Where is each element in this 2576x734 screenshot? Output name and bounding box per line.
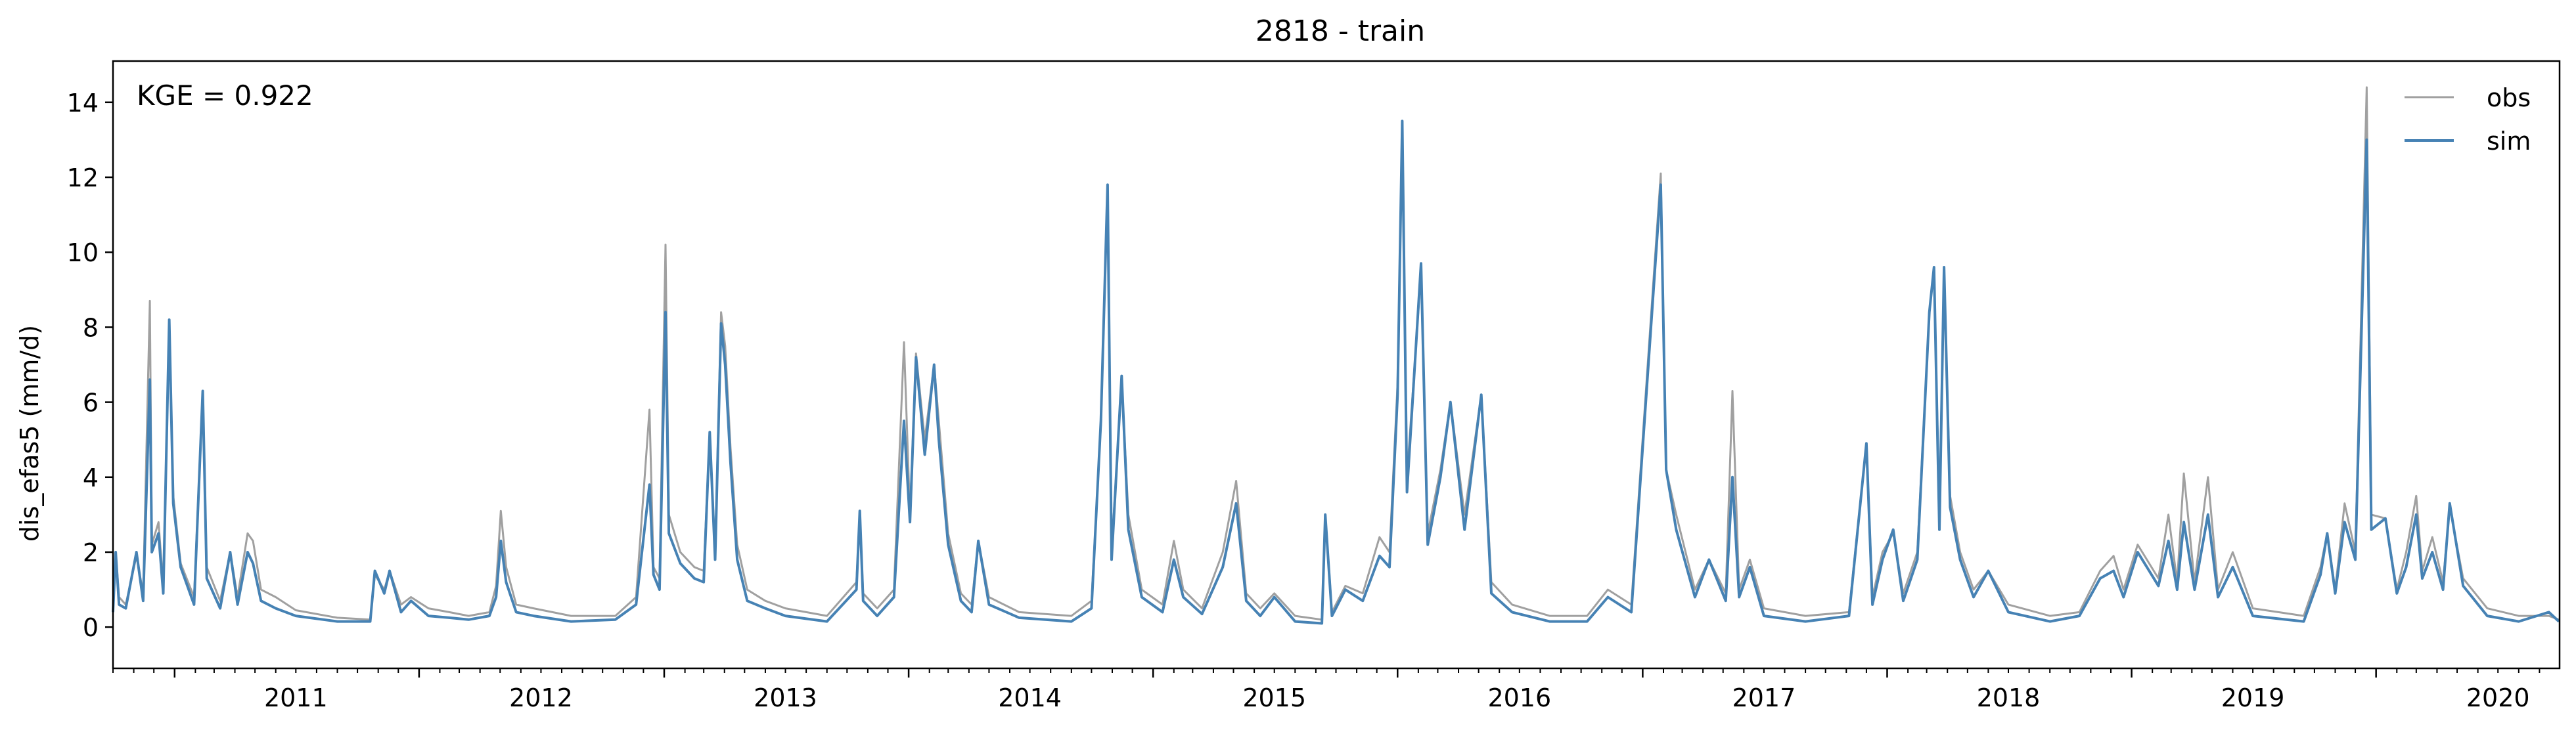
- series-line-obs: [112, 86, 2560, 621]
- y-axis-label: dis_efas5 (mm/d): [15, 325, 44, 542]
- x-tick-label: 2013: [754, 683, 817, 712]
- x-tick-label: 2011: [264, 683, 328, 712]
- x-tick-label: 2016: [1487, 683, 1551, 712]
- y-tick-label: 2: [83, 538, 99, 567]
- y-axis-ticks: 0 2 4 6 8 10 12 14: [67, 89, 113, 642]
- x-tick-label: 2015: [1242, 683, 1306, 712]
- x-tick-label: 2020: [2466, 683, 2530, 712]
- legend-label-sim: sim: [2487, 127, 2531, 156]
- x-tick-label: 2019: [2221, 683, 2285, 712]
- x-tick-label: 2014: [998, 683, 1062, 712]
- y-tick-label: 0: [83, 613, 99, 642]
- legend-label-obs: obs: [2487, 83, 2531, 112]
- legend: obs sim: [2405, 83, 2531, 156]
- y-tick-label: 8: [83, 313, 99, 342]
- x-tick-label: 2017: [1732, 683, 1796, 712]
- y-tick-label: 14: [67, 89, 99, 118]
- plot-frame: [112, 60, 2561, 670]
- x-axis-ticks: 2011 2012 2013 2014 2015 2016 2017 2018 2019 2020: [112, 668, 2541, 712]
- kge-annotation: KGE = 0.922: [137, 79, 313, 112]
- series-layer: [112, 86, 2560, 625]
- y-tick-label: 4: [83, 464, 99, 492]
- x-tick-label: 2012: [509, 683, 573, 712]
- x-tick-label: 2018: [1977, 683, 2041, 712]
- y-tick-label: 12: [67, 163, 99, 192]
- y-tick-label: 6: [83, 389, 99, 418]
- y-tick-label: 10: [67, 238, 99, 267]
- series-line-sim: [112, 119, 2560, 625]
- chart-title: 2818 - train: [1255, 14, 1425, 48]
